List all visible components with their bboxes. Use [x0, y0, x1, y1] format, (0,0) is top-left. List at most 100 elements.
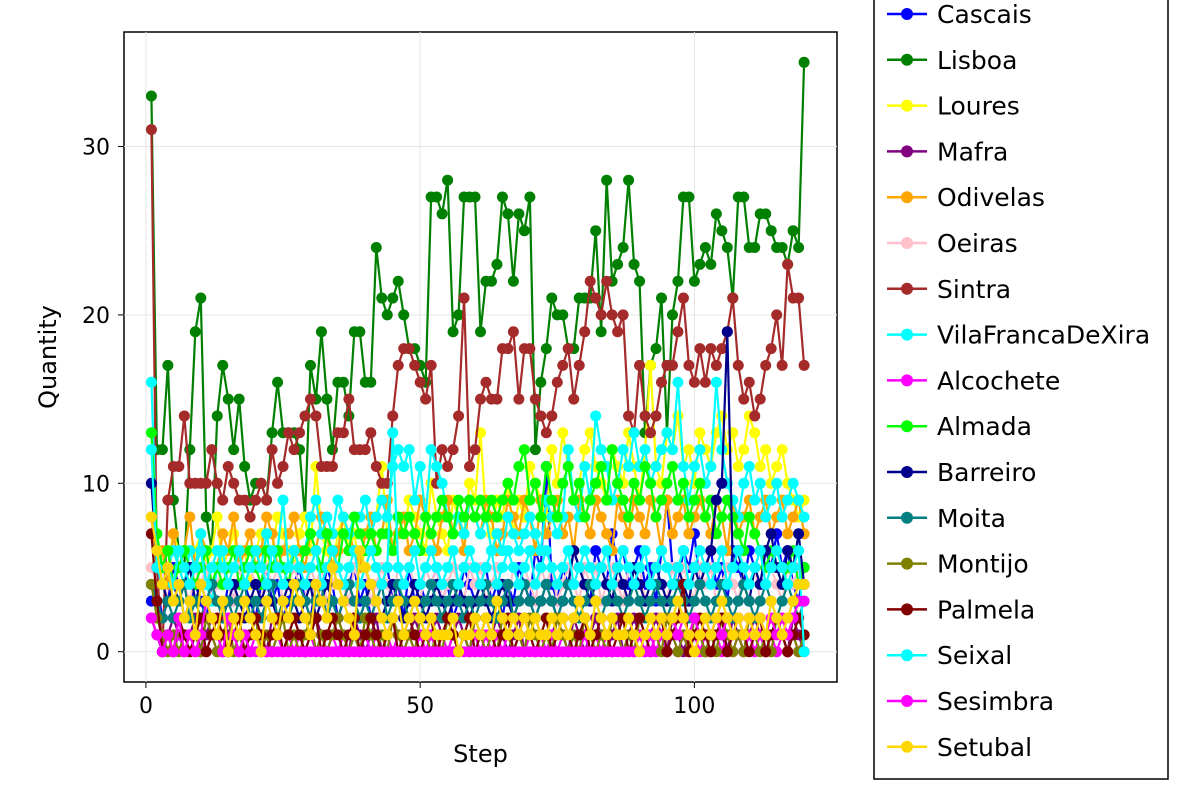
data-point-setubal	[639, 629, 651, 641]
data-point-vilafrancadexira	[376, 494, 388, 506]
data-point-palmela	[634, 612, 646, 624]
data-point-vilafrancadexira	[749, 494, 761, 506]
data-point-seixal	[381, 561, 393, 573]
data-point-sintra	[343, 393, 355, 405]
legend-entry-alcochete: Alcochete	[887, 366, 1060, 395]
series-layer	[145, 56, 810, 658]
data-point-lisboa	[485, 275, 497, 287]
data-point-palmela	[705, 646, 717, 658]
data-point-seixal	[776, 561, 788, 573]
data-point-seixal	[277, 578, 289, 590]
data-point-setubal	[655, 612, 667, 624]
data-point-seixal	[716, 545, 728, 557]
data-point-palmela	[573, 629, 585, 641]
legend-label: Seixal	[937, 641, 1012, 670]
data-point-setubal	[650, 629, 662, 641]
data-point-seixal	[485, 545, 497, 557]
data-point-lisboa	[798, 56, 810, 68]
data-point-sintra	[760, 359, 772, 371]
data-point-seixal	[661, 561, 673, 573]
data-point-almada	[595, 460, 607, 472]
data-point-setubal	[787, 595, 799, 607]
data-point-odivelas	[184, 511, 196, 523]
data-point-lisboa	[431, 191, 443, 203]
data-point-moita	[502, 578, 514, 590]
data-point-vilafrancadexira	[595, 444, 607, 456]
data-point-palmela	[151, 595, 163, 607]
data-point-odivelas	[782, 528, 794, 540]
data-point-seixal	[272, 561, 284, 573]
data-point-vilafrancadexira	[694, 444, 706, 456]
data-point-seixal	[266, 545, 278, 557]
data-point-setubal	[261, 595, 273, 607]
data-point-setubal	[381, 629, 393, 641]
data-point-lisboa	[655, 292, 667, 304]
data-point-almada	[162, 545, 174, 557]
data-point-sintra	[475, 393, 486, 405]
data-point-sintra	[601, 275, 613, 287]
legend-marker-swatch	[901, 191, 913, 204]
data-point-lisboa	[699, 242, 711, 254]
legend-label: Oeiras	[937, 229, 1018, 258]
data-point-seixal	[469, 561, 481, 573]
data-point-cascais	[590, 545, 602, 557]
data-point-sesimbra	[156, 646, 168, 658]
data-point-palmela	[294, 629, 306, 641]
legend-label: Palmela	[937, 595, 1035, 624]
data-point-lisboa	[469, 191, 481, 203]
data-point-setubal	[688, 646, 700, 658]
data-point-almada	[727, 511, 739, 523]
legend-label: Setubal	[937, 733, 1032, 762]
data-point-sintra	[250, 494, 262, 506]
data-point-seixal	[233, 545, 245, 557]
legend-label: Lisboa	[937, 46, 1017, 75]
data-point-lisboa	[705, 258, 717, 270]
data-point-sintra	[557, 359, 569, 371]
legend-marker-swatch	[901, 328, 913, 341]
data-point-sintra	[294, 427, 306, 439]
data-point-seixal	[765, 561, 777, 573]
data-point-loures	[776, 444, 788, 456]
data-point-almada	[348, 511, 360, 523]
data-point-lisboa	[392, 275, 404, 287]
data-point-almada	[392, 511, 404, 523]
data-point-vilafrancadexira	[414, 460, 426, 472]
y-tick-label: 30	[82, 136, 110, 161]
data-point-vilafrancadexira	[655, 444, 667, 456]
data-point-setubal	[370, 595, 382, 607]
data-point-odivelas	[595, 511, 607, 523]
data-point-setubal	[255, 646, 267, 658]
data-point-setubal	[771, 612, 783, 624]
data-point-almada	[464, 494, 476, 506]
data-point-setubal	[529, 612, 541, 624]
data-point-seixal	[710, 561, 722, 573]
data-point-sintra	[403, 343, 415, 355]
data-point-sintra	[255, 477, 267, 489]
data-point-sesimbra	[688, 612, 700, 624]
data-point-sintra	[288, 444, 300, 456]
data-point-almada	[573, 477, 585, 489]
data-point-lisboa	[765, 225, 777, 237]
data-point-seixal	[793, 545, 805, 557]
data-point-setubal	[606, 612, 618, 624]
data-point-setubal	[623, 612, 635, 624]
data-point-setubal	[288, 578, 300, 590]
data-point-vilafrancadexira	[409, 494, 421, 506]
data-point-setubal	[425, 612, 437, 624]
data-point-seixal	[403, 561, 415, 573]
legend-marker-swatch	[901, 740, 913, 753]
legend-marker-swatch	[901, 282, 913, 295]
data-point-vilafrancadexira	[672, 376, 684, 388]
series-seixal	[145, 427, 810, 658]
data-point-sintra	[447, 444, 459, 456]
data-point-almada	[590, 477, 602, 489]
data-point-palmela	[332, 629, 344, 641]
data-point-moita	[645, 595, 657, 607]
data-point-sintra	[688, 376, 700, 388]
data-point-odivelas	[261, 511, 273, 523]
data-point-almada	[524, 494, 536, 506]
data-point-setubal	[573, 595, 585, 607]
data-point-sintra	[765, 343, 777, 355]
data-point-lisboa	[546, 292, 558, 304]
data-point-odivelas	[639, 528, 651, 540]
